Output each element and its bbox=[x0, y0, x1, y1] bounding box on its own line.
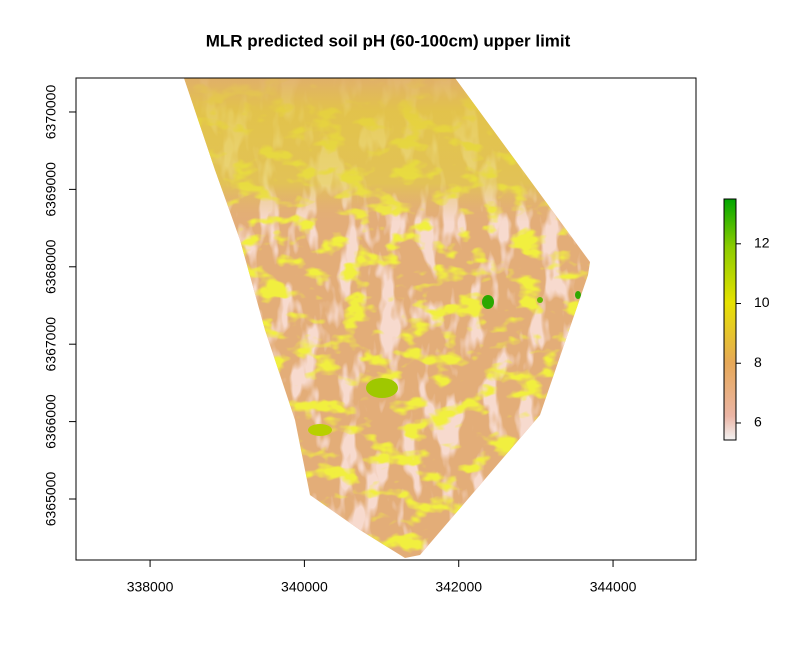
x-tick-label: 340000 bbox=[281, 579, 328, 595]
x-tick-label: 338000 bbox=[127, 579, 174, 595]
color-tick-label: 8 bbox=[754, 354, 762, 370]
y-tick-label: 6366000 bbox=[43, 394, 59, 449]
color-tick-label: 6 bbox=[754, 414, 762, 430]
color-bar bbox=[723, 198, 737, 441]
x-tick-label: 342000 bbox=[435, 579, 482, 595]
raster bbox=[184, 78, 590, 558]
y-tick-label: 6370000 bbox=[43, 85, 59, 140]
y-tick-label: 6369000 bbox=[43, 162, 59, 217]
x-tick-label: 344000 bbox=[590, 579, 637, 595]
y-tick-label: 6365000 bbox=[43, 472, 59, 527]
plot-frame bbox=[75, 77, 697, 561]
color-tick-label: 12 bbox=[754, 234, 770, 250]
color-tick-label: 10 bbox=[754, 294, 770, 310]
chart-title: MLR predicted soil pH (60-100cm) upper l… bbox=[206, 31, 571, 50]
y-tick-label: 6367000 bbox=[43, 317, 59, 372]
y-tick-label: 6368000 bbox=[43, 239, 59, 294]
